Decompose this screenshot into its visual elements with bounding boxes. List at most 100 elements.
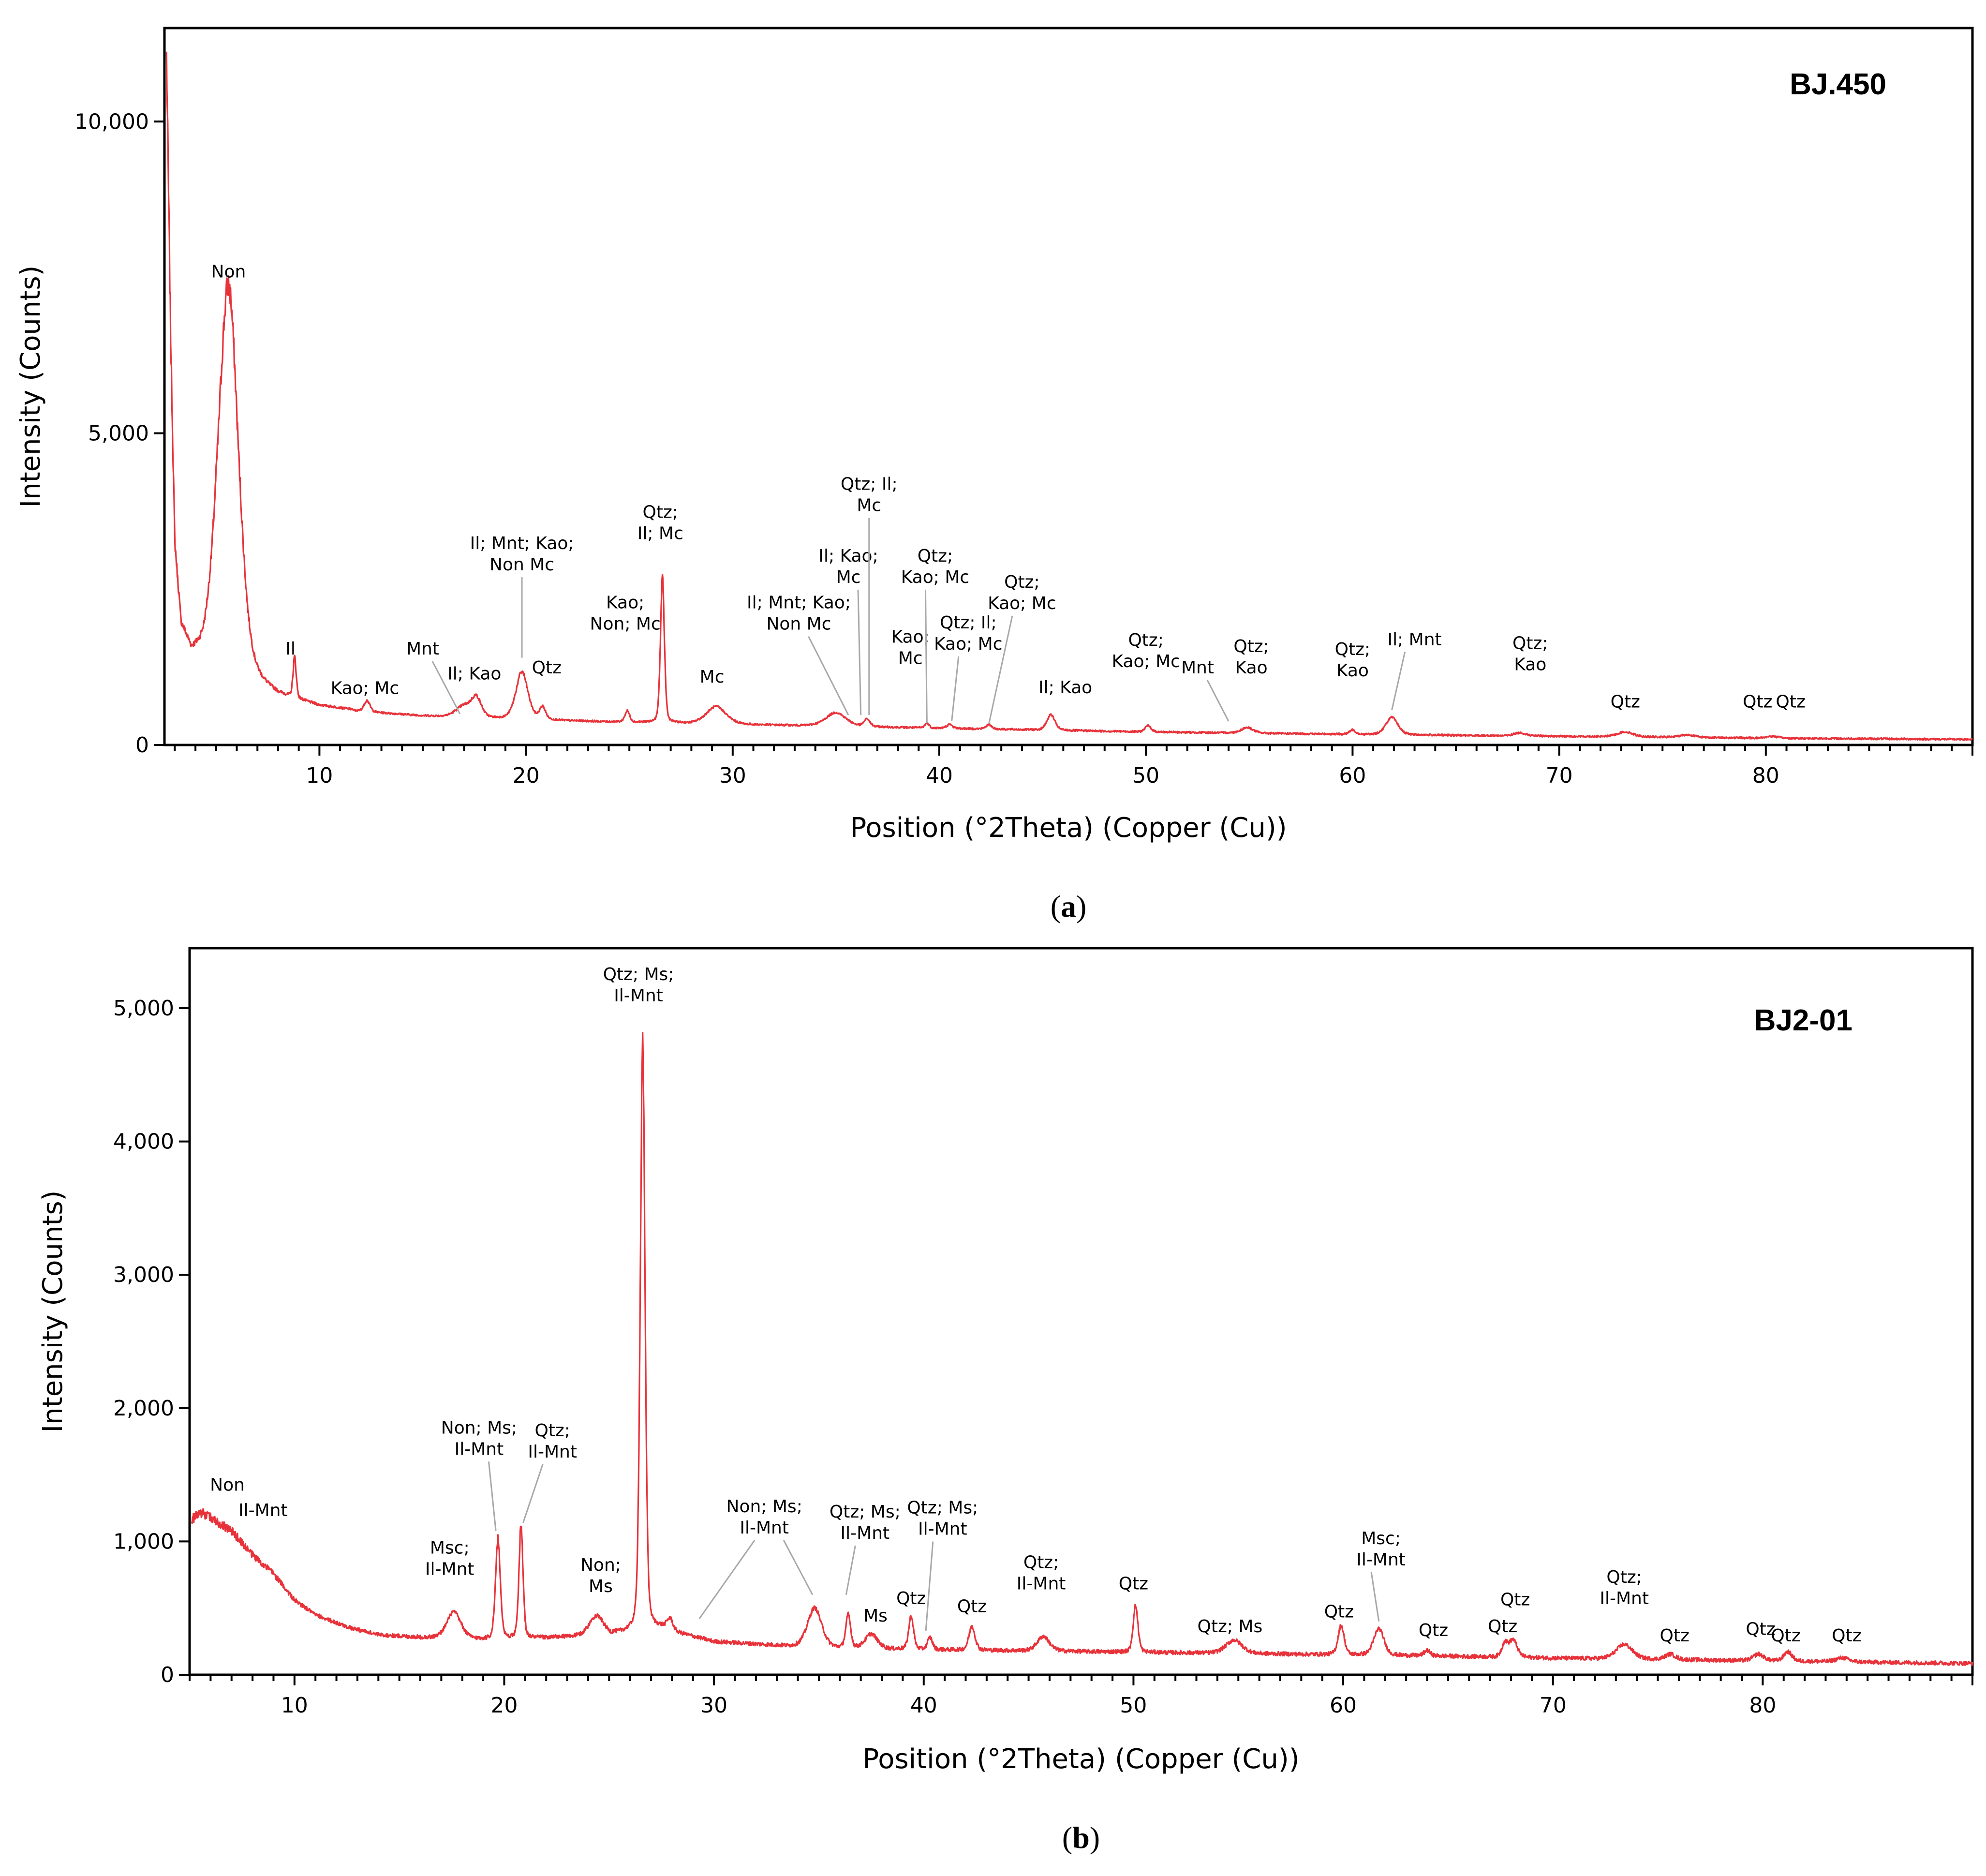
peak-annotation: Kao; Mc <box>988 594 1056 613</box>
x-tick-label: 50 <box>1120 1693 1147 1718</box>
plot-frame <box>163 27 1974 746</box>
caption-letter: a <box>1061 889 1076 923</box>
annotation-leader-line <box>1206 680 1230 722</box>
peak-annotation: Il; Mnt; Kao; <box>470 534 574 553</box>
x-tick-label: 10 <box>281 1693 308 1718</box>
peak-annotation: Qtz <box>896 1589 926 1608</box>
annotation-leader-line <box>808 636 849 715</box>
peak-annotation: Ms <box>863 1606 888 1626</box>
peak-annotation: Mnt <box>406 639 439 659</box>
peak-annotation: Qtz <box>1743 692 1772 712</box>
peak-annotation: Qtz; <box>1512 633 1548 653</box>
peak-annotation: Il-Mnt <box>238 1501 288 1520</box>
caption-letter: b <box>1072 1820 1090 1855</box>
peak-annotation: Qtz; <box>1128 630 1163 650</box>
xrd-trace <box>165 51 1973 741</box>
annotation-leader-line <box>783 1540 814 1595</box>
peak-annotation: Qtz; <box>1023 1553 1059 1573</box>
peak-annotation: Il-Mnt <box>841 1523 890 1543</box>
y-tick-label: 10,000 <box>74 109 149 134</box>
peak-annotation: Qtz; <box>643 503 678 522</box>
peak-annotation: Qtz <box>1746 1619 1775 1639</box>
peak-annotation: Qtz <box>1324 1602 1354 1622</box>
peak-annotation: Qtz; <box>1004 572 1039 592</box>
peak-annotation: Qtz <box>1776 692 1805 712</box>
peak-annotation: Il-Mnt <box>425 1559 474 1579</box>
annotation-leader-line <box>431 661 461 715</box>
x-tick-label: 70 <box>1540 1693 1567 1718</box>
peak-annotation: Il; Kao; <box>818 546 878 566</box>
caption-paren-open: ( <box>1051 889 1061 923</box>
peak-annotation: Il; Mnt <box>1387 630 1441 650</box>
peak-annotation: Qtz <box>1660 1626 1690 1646</box>
peak-annotation: Il-Mnt <box>740 1518 789 1538</box>
y-axis-label: Intensity (Counts) <box>37 1191 69 1433</box>
x-tick-label: 20 <box>513 763 540 788</box>
annotation-leader-line <box>951 656 960 722</box>
peak-annotation: Qtz <box>1488 1617 1517 1637</box>
x-tick-label: 30 <box>700 1693 727 1718</box>
x-axis-label: Position (°2Theta) (Copper (Cu)) <box>862 1743 1299 1775</box>
peak-annotation: Qtz; <box>534 1421 570 1441</box>
peak-annotation: Mc <box>857 496 881 516</box>
peak-annotation: Qtz; Il; <box>841 475 898 494</box>
peak-annotation: Qtz; <box>1233 637 1269 656</box>
y-tick-label: 2,000 <box>113 1396 174 1421</box>
peak-annotation: Kao; <box>891 627 930 647</box>
peak-annotation: Kao; Mc <box>1112 652 1180 671</box>
x-tick-label: 50 <box>1132 763 1159 788</box>
y-tick-label: 5,000 <box>88 421 149 446</box>
peak-annotation: Mnt <box>1181 658 1214 678</box>
peak-annotation: Kao <box>1235 658 1268 678</box>
peak-annotation: Il-Mnt <box>918 1519 967 1539</box>
peak-annotation: Non <box>210 1475 245 1495</box>
peak-annotation: Non; Mc <box>590 614 661 634</box>
x-tick-label: 40 <box>926 763 953 788</box>
peak-annotation: Qtz; <box>918 546 953 566</box>
peak-annotation: Qtz; <box>1606 1567 1642 1587</box>
xrd-trace <box>191 1032 1973 1667</box>
y-tick-label: 3,000 <box>113 1263 174 1287</box>
peak-annotation: Il-Mnt <box>614 986 663 1006</box>
annotation-leader-line <box>988 615 1013 724</box>
peak-annotation: Kao <box>1336 661 1369 681</box>
sample-label: BJ.450 <box>1790 68 1886 101</box>
peak-annotation: Kao; Mc <box>901 567 970 587</box>
y-tick-label: 1,000 <box>113 1529 174 1554</box>
peak-annotation: Qtz <box>1611 692 1640 712</box>
plot-frame <box>188 947 1974 1676</box>
peak-annotation: Il-Mnt <box>1600 1589 1649 1608</box>
sample-label: BJ2-01 <box>1754 1004 1853 1037</box>
peak-annotation: Il-Mnt <box>528 1442 577 1462</box>
peak-annotation: Qtz <box>532 658 562 678</box>
annotation-leader-line <box>845 1545 856 1595</box>
peak-annotation: Msc; <box>1361 1529 1401 1548</box>
panel-caption: (b) <box>1062 1820 1100 1855</box>
peak-annotation: Non <box>211 262 246 282</box>
peak-annotation: Il <box>285 639 296 659</box>
y-tick-label: 0 <box>161 1663 174 1687</box>
annotation-leader-line <box>924 589 928 723</box>
x-tick-label: 70 <box>1546 763 1573 788</box>
peak-annotation: Qtz; Ms; <box>603 965 674 984</box>
peak-annotation: Qtz <box>1119 1574 1148 1594</box>
peak-annotation: Non; <box>580 1555 621 1575</box>
panel-caption: (a) <box>1051 889 1087 923</box>
peak-annotation: Mc <box>898 648 923 668</box>
peak-annotation: Kao; Mc <box>331 678 400 698</box>
peak-annotation: Non Mc <box>766 614 831 634</box>
annotation-leader-line <box>488 1461 497 1531</box>
x-tick-label: 60 <box>1339 763 1366 788</box>
peak-annotation: Qtz <box>1832 1626 1861 1646</box>
x-tick-label: 20 <box>490 1693 518 1718</box>
annotation-leader-line <box>925 1541 934 1631</box>
x-tick-label: 60 <box>1330 1693 1357 1718</box>
y-axis-label: Intensity (Counts) <box>15 266 46 508</box>
peak-annotation: Il; Mc <box>637 524 683 544</box>
peak-annotation: Ms <box>589 1577 613 1596</box>
peak-annotation: Il; Kao <box>1038 678 1092 698</box>
caption-paren-close: ) <box>1076 889 1086 923</box>
peak-annotation: Qtz; Ms <box>1198 1617 1263 1637</box>
caption-paren-close: ) <box>1090 1820 1100 1855</box>
